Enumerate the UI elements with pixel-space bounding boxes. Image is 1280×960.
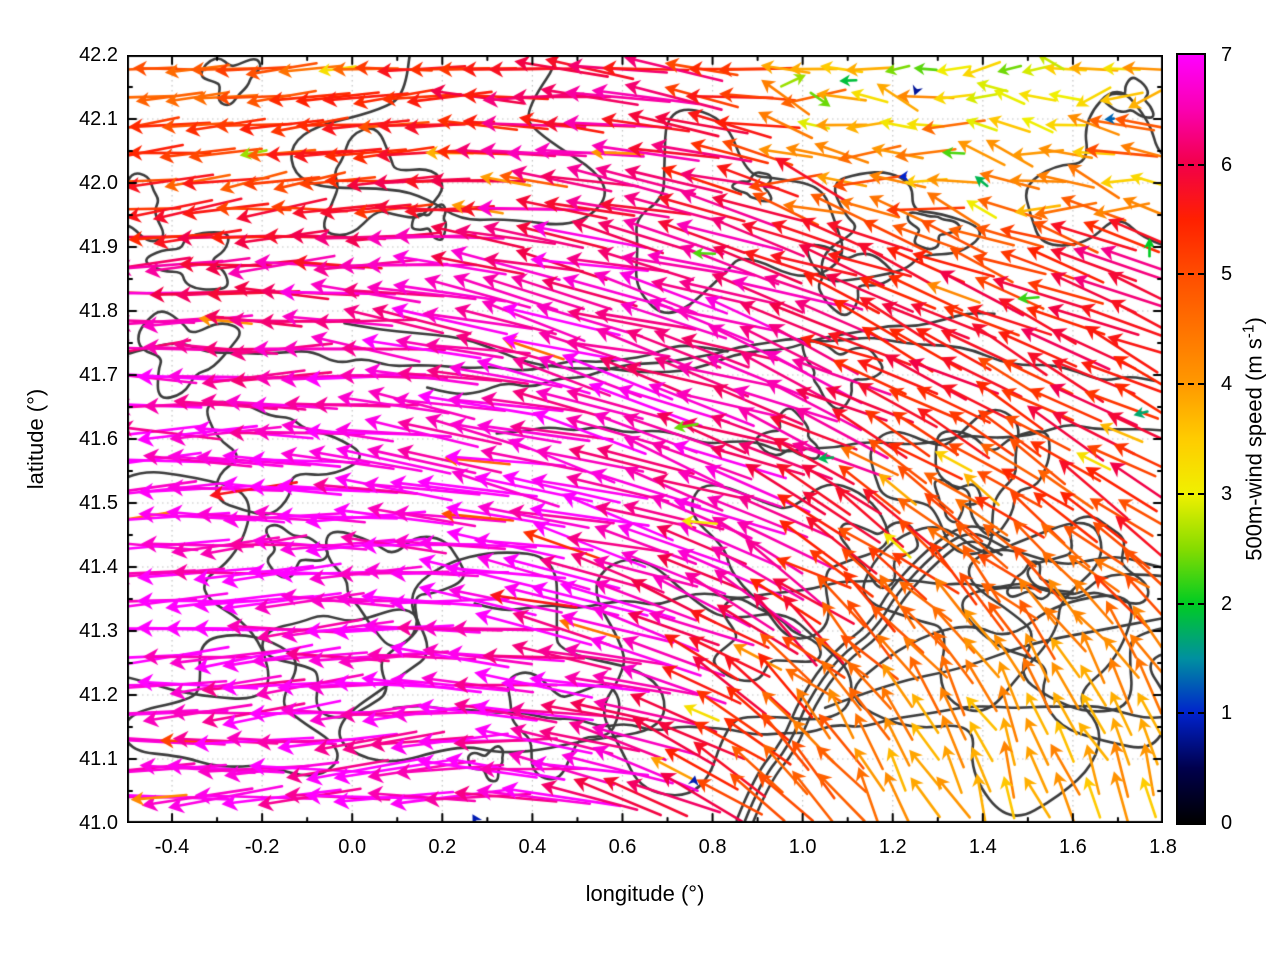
y-tick-label: 41.7: [79, 364, 118, 386]
y-tick-label: 42.1: [79, 108, 118, 130]
y-tick-label: 41.3: [79, 620, 118, 642]
wind-vector-field-canvas: [127, 55, 1163, 823]
y-tick-label: 41.0: [79, 812, 118, 834]
y-tick-label: 41.5: [79, 492, 118, 514]
colorbar-title-text: 500m-wind speed (m s: [1241, 338, 1267, 561]
x-tick-label: 1.4: [968, 836, 997, 858]
x-tick-label: 1.2: [878, 836, 907, 858]
y-tick-label: 41.4: [79, 556, 118, 578]
y-tick-label: 41.1: [79, 748, 118, 770]
x-tick-label: 1.8: [1149, 836, 1177, 858]
x-tick-label: 0.6: [608, 836, 637, 858]
y-tick-label: 41.8: [79, 300, 118, 322]
y-tick-label: 41.2: [79, 684, 118, 706]
colorbar-level-mark: [1178, 163, 1204, 166]
colorbar-tick-label: 0: [1221, 812, 1233, 834]
y-tick-label: 41.6: [79, 428, 118, 450]
x-tick-label: 0.4: [518, 836, 547, 858]
colorbar-tick-label: 5: [1221, 263, 1233, 286]
colorbar-level-mark: [1178, 602, 1204, 605]
colorbar-gradient: [1178, 55, 1204, 823]
x-tick-label: 1.6: [1059, 836, 1087, 858]
y-tick-label: 42.2: [79, 44, 118, 66]
colorbar-tick-label: 4: [1221, 373, 1233, 396]
colorbar: [1176, 53, 1206, 825]
colorbar-tick-label: 1: [1221, 702, 1233, 725]
colorbar-level-mark: [1178, 273, 1204, 276]
x-tick-label: 0.8: [698, 836, 727, 858]
colorbar-tick-label: 6: [1221, 153, 1233, 176]
x-axis-title: longitude (°): [585, 881, 705, 906]
y-tick-label: 41.9: [79, 236, 118, 258]
colorbar-title-close: ): [1241, 317, 1267, 325]
colorbar-level-mark: [1178, 383, 1204, 386]
y-tick-label: 42.0: [79, 172, 118, 194]
colorbar-level-mark: [1178, 712, 1204, 715]
colorbar-level-mark: [1178, 492, 1204, 495]
colorbar-title: 500m-wind speed (m s-1): [1240, 317, 1267, 561]
x-tick-label: 0.0: [338, 836, 367, 858]
colorbar-tick-label: 2: [1221, 592, 1233, 615]
colorbar-tick-label: 3: [1221, 482, 1233, 505]
colorbar-tick-label: 7: [1221, 44, 1233, 66]
x-tick-label: -0.4: [154, 836, 190, 858]
colorbar-title-superscript: -1: [1240, 324, 1258, 339]
x-tick-label: 0.2: [428, 836, 457, 858]
x-tick-label: -0.2: [244, 836, 280, 858]
x-tick-label: 1.0: [788, 836, 817, 858]
